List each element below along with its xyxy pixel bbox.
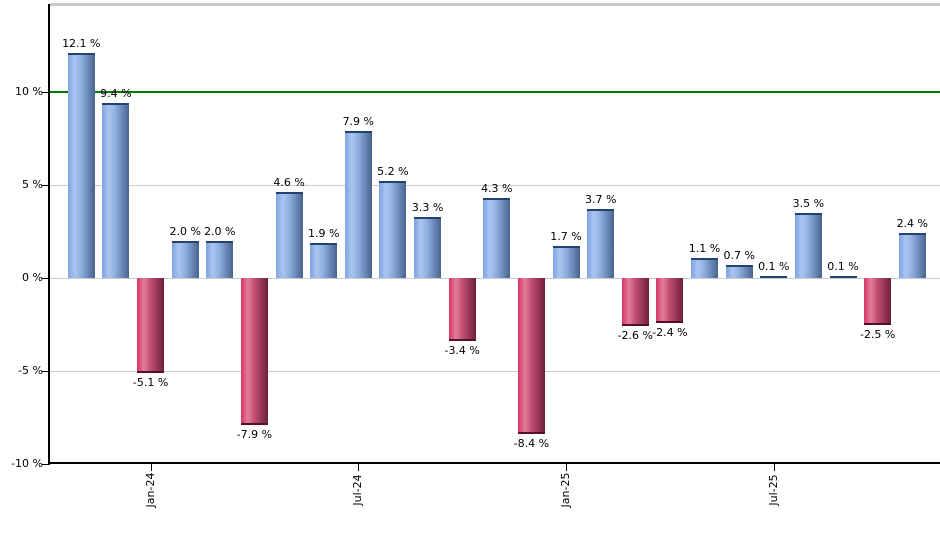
- bar-value-label: -8.4 %: [513, 437, 550, 451]
- bar-Jan-25: [552, 246, 580, 278]
- bar-value-label: 3.7 %: [584, 193, 617, 207]
- bar-value-label: 2.0 %: [204, 224, 236, 238]
- reference-line-10pct: [50, 91, 940, 93]
- y-tick-mark: [42, 185, 48, 186]
- y-tick-label: 5 %: [22, 178, 43, 191]
- bar-Nov-25: [898, 233, 926, 278]
- bar-Aug-24: [379, 181, 407, 278]
- x-tick-mark: [358, 464, 360, 471]
- bar-Jul-25: [760, 276, 788, 279]
- y-tick-mark: [42, 278, 48, 279]
- bar-value-label: 3.5 %: [792, 196, 825, 210]
- bar-value-label: 2.4 %: [896, 217, 929, 231]
- bar-May-24: [275, 192, 303, 278]
- bar-Aug-25: [794, 212, 822, 278]
- bar-Jul-24: [344, 131, 372, 278]
- gridline-5pct: [50, 185, 940, 186]
- x-tick-mark: [150, 464, 152, 471]
- y-tick-label: -5 %: [18, 364, 43, 377]
- gridline-0pct: [50, 278, 940, 279]
- bar-Sep-24: [414, 216, 442, 278]
- bar-Feb-24: [171, 240, 199, 278]
- bar-value-label: 5.2 %: [377, 165, 409, 179]
- bar-Apr-25: [656, 278, 684, 323]
- x-tick-label: Jan-25: [559, 472, 572, 508]
- bar-value-label: 0.1 %: [827, 260, 859, 274]
- plot-top-border: [50, 3, 940, 6]
- bar-value-label: 3.3 %: [411, 200, 444, 214]
- bar-value-label: 12.1 %: [62, 36, 101, 50]
- bar-Nov-24: [483, 198, 511, 278]
- bar-Feb-25: [587, 209, 615, 278]
- bar-value-label: -3.4 %: [444, 344, 480, 358]
- bar-value-label: -7.9 %: [236, 427, 273, 441]
- bar-Oct-24: [448, 278, 476, 342]
- bar-value-label: 4.3 %: [481, 182, 513, 195]
- bar-value-label: 0.7 %: [723, 249, 755, 262]
- bar-Mar-25: [621, 278, 649, 327]
- x-axis: [48, 462, 940, 464]
- y-tick-label: 10 %: [15, 85, 43, 98]
- gridline--5pct: [50, 371, 940, 372]
- bar-Mar-24: [206, 240, 234, 278]
- bar-value-label: -2.5 %: [859, 327, 896, 341]
- bar-May-25: [691, 257, 718, 278]
- x-tick-label: Jan-24: [143, 472, 157, 508]
- bar-value-label: 4.6 %: [273, 176, 305, 190]
- bar-Dec-24: [517, 278, 545, 435]
- x-tick-label: Jul-24: [351, 474, 365, 506]
- bar-Jun-24: [310, 242, 338, 278]
- bar-value-label: 7.9 %: [342, 115, 375, 129]
- y-axis: [48, 4, 50, 465]
- bar-Apr-24: [240, 278, 268, 425]
- y-tick-mark: [42, 464, 48, 465]
- bar-value-label: 2.0 %: [169, 224, 201, 238]
- bar-value-label: -2.6 %: [617, 329, 653, 343]
- bar-value-label: 1.7 %: [550, 230, 582, 244]
- bar-value-label: 0.1 %: [758, 260, 790, 274]
- bar-value-label: 1.1 %: [688, 241, 721, 255]
- x-tick-label: Jul-25: [766, 474, 780, 506]
- bar-value-label: 1.9 %: [307, 226, 340, 240]
- bar-value-label: -2.4 %: [652, 325, 688, 339]
- x-tick-mark: [773, 464, 775, 471]
- bar-value-label: 9.4 %: [100, 87, 132, 101]
- bar-value-label: -5.1 %: [132, 375, 169, 389]
- bar-Jan-24: [137, 278, 165, 373]
- y-tick-label: 0 %: [22, 271, 43, 284]
- bar-Dec-23: [102, 103, 130, 278]
- y-tick-mark: [42, 92, 48, 93]
- x-tick-mark: [566, 464, 567, 471]
- y-tick-mark: [42, 371, 48, 372]
- y-tick-label: -10 %: [11, 457, 43, 470]
- bar-Jun-25: [725, 265, 753, 278]
- bar-Sep-25: [829, 276, 857, 279]
- bar-Nov-23: [67, 52, 95, 278]
- bar-Oct-25: [864, 278, 892, 325]
